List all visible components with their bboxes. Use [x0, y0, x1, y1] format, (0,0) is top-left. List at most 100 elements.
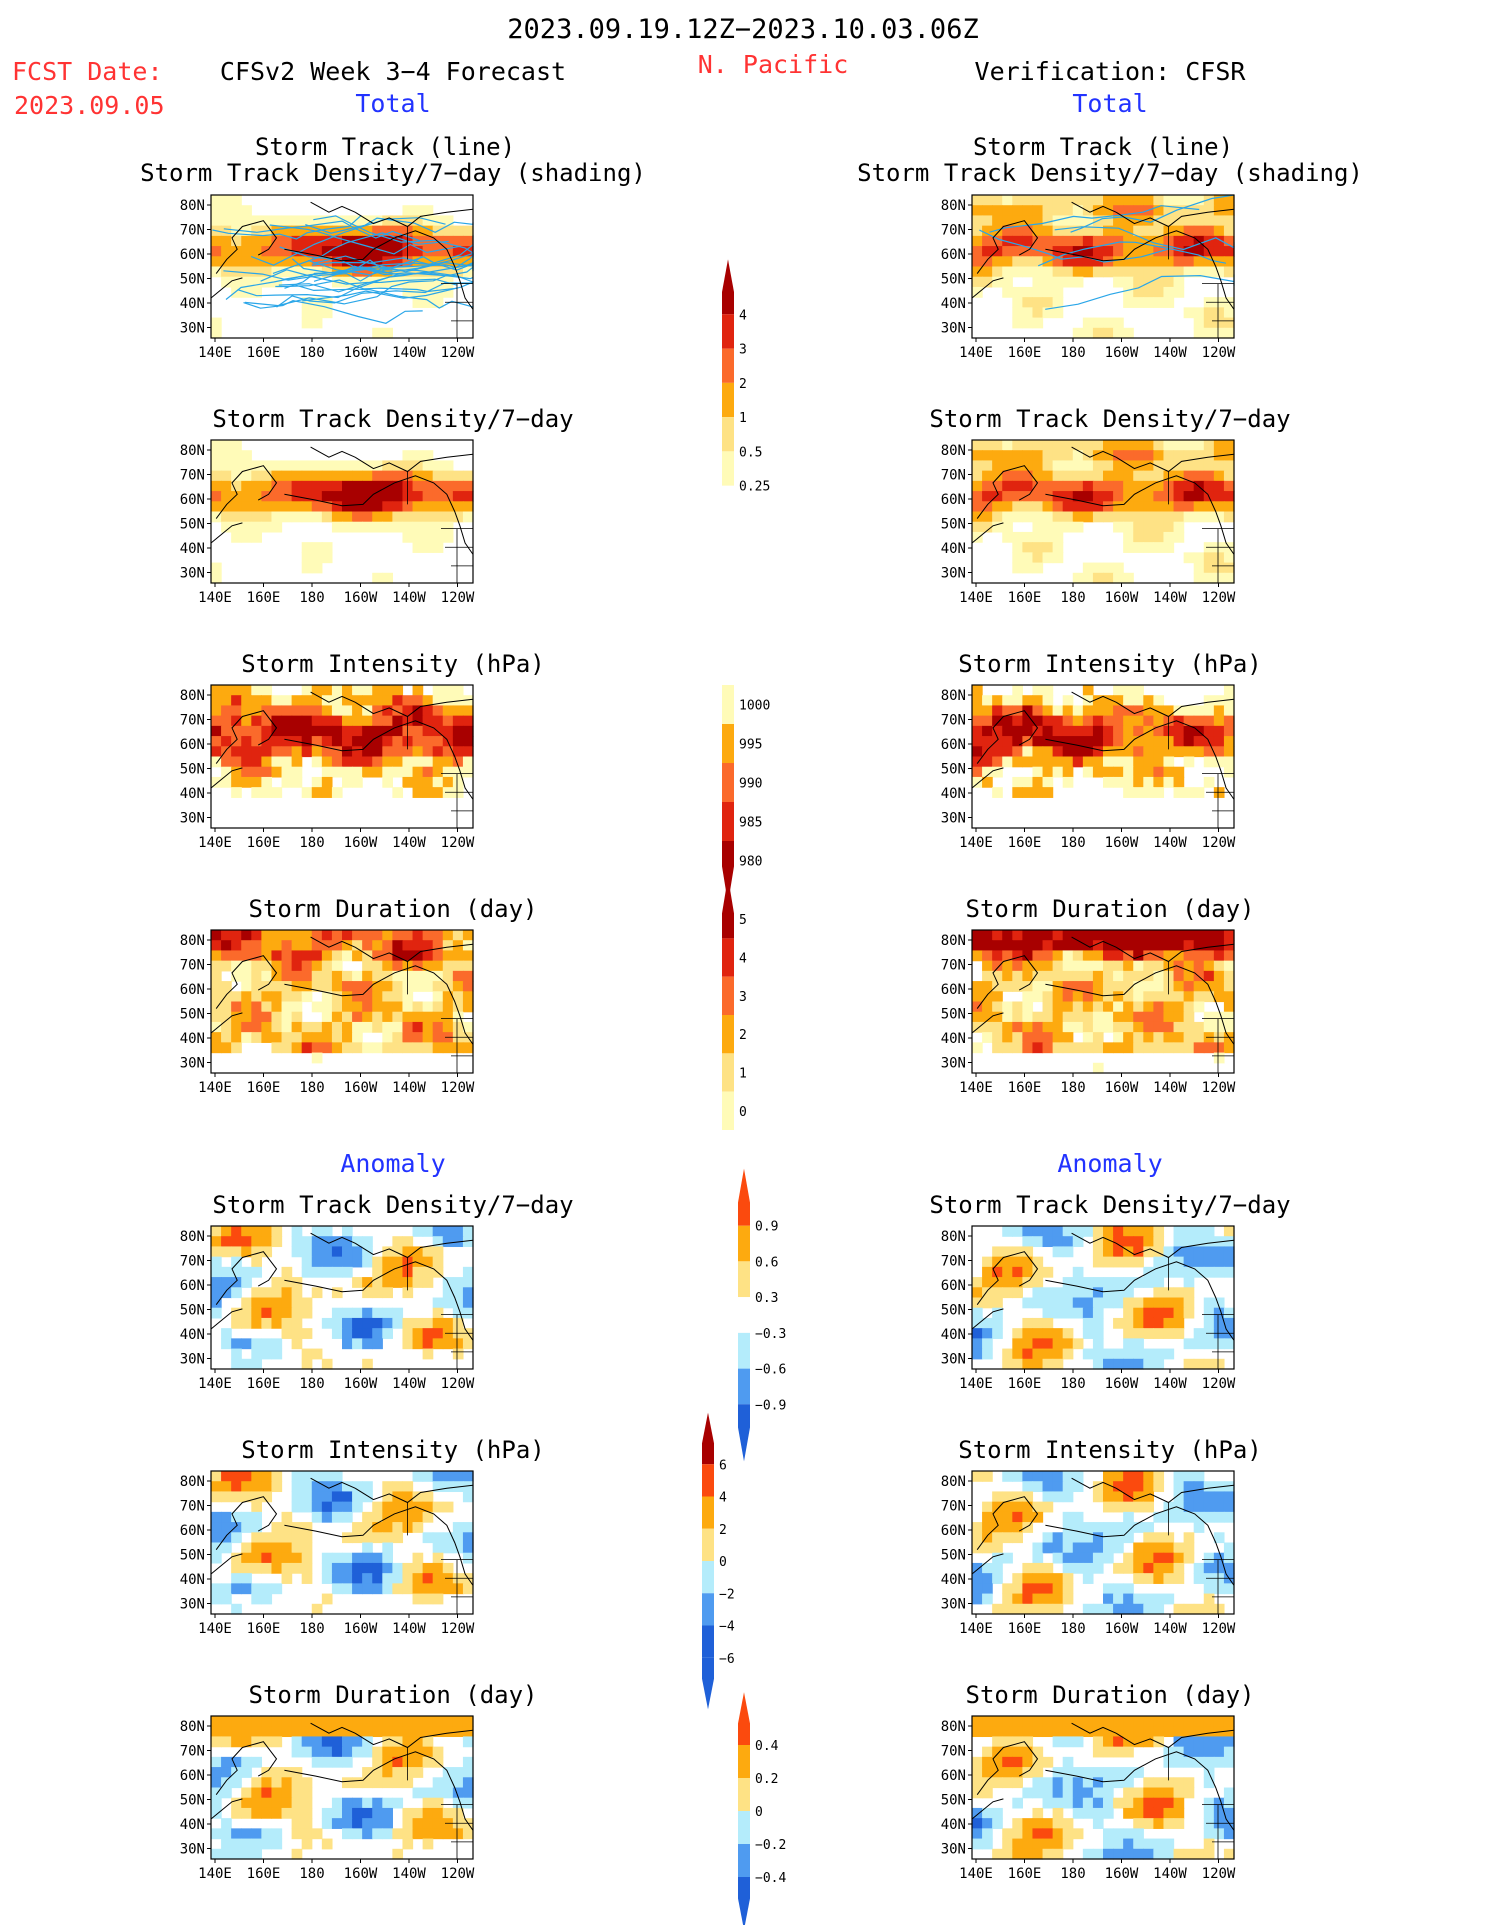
- vf-intensity-anom-title: Storm Intensity (hPa): [958, 1436, 1261, 1464]
- x-tick-label: 140W: [392, 1376, 426, 1392]
- y-tick-label: 30N: [941, 1352, 966, 1368]
- x-tick-label: 160E: [247, 590, 281, 606]
- y-tick-label: 50N: [941, 1007, 966, 1023]
- y-tick-label: 60N: [180, 737, 205, 753]
- y-tick-label: 60N: [180, 982, 205, 998]
- x-tick-label: 180: [299, 835, 324, 851]
- fc-intensity-map: 80N 70N 60N 50N 40N 30N 140E 160E 180 160W 140W 120…: [180, 684, 475, 851]
- y-tick-label: 70N: [941, 1254, 966, 1270]
- colorbar-label: 0: [739, 1105, 747, 1120]
- x-tick-label: 180: [1060, 1080, 1085, 1096]
- y-tick-label: 30N: [941, 566, 966, 582]
- y-tick-label: 30N: [180, 321, 205, 337]
- x-tick-label: 180: [1060, 1866, 1085, 1882]
- x-tick-label: 140E: [959, 1621, 993, 1637]
- x-tick-label: 140E: [959, 1080, 993, 1096]
- y-tick-label: 70N: [180, 713, 205, 729]
- x-tick-label: 120W: [1202, 1080, 1236, 1096]
- vf-duration-map: 80N 70N 60N 50N 40N 30N 140E 160E 180 160W 140W 120…: [941, 929, 1236, 1096]
- y-tick-label: 50N: [180, 1303, 205, 1319]
- y-tick-label: 40N: [180, 296, 205, 312]
- y-tick-label: 80N: [941, 1229, 966, 1245]
- x-tick-label: 180: [299, 1080, 324, 1096]
- y-tick-label: 30N: [941, 321, 966, 337]
- x-tick-label: 120W: [441, 590, 475, 606]
- x-tick-label: 140W: [1153, 1621, 1187, 1637]
- y-tick-label: 30N: [941, 1597, 966, 1613]
- fc-duranom-map: 80N 70N 60N 50N 40N 30N 140E 160E 180 160W 140W 120…: [180, 1715, 475, 1882]
- x-tick-label: 180: [1060, 835, 1085, 851]
- y-tick-label: 80N: [180, 198, 205, 214]
- colorbar-label: 0.5: [739, 445, 762, 460]
- y-tick-label: 60N: [941, 1523, 966, 1539]
- vf-intensity-title: Storm Intensity (hPa): [958, 650, 1261, 678]
- x-tick-label: 140E: [198, 1376, 232, 1392]
- verification-anomaly-label: Anomaly: [1057, 1149, 1162, 1178]
- x-tick-label: 140W: [1153, 1376, 1187, 1392]
- colorbar-intensity-anom: 6 4 2 0 −2 −4 −6: [702, 1412, 735, 1710]
- y-tick-label: 60N: [941, 247, 966, 263]
- x-tick-label: 160E: [1008, 590, 1042, 606]
- x-tick-label: 140W: [1153, 345, 1187, 361]
- y-tick-label: 50N: [941, 1303, 966, 1319]
- colorbar-label: −0.2: [755, 1838, 786, 1853]
- y-tick-label: 70N: [180, 223, 205, 239]
- colorbar-label: 1000: [739, 699, 770, 714]
- y-tick-label: 70N: [180, 468, 205, 484]
- x-tick-label: 180: [1060, 1621, 1085, 1637]
- fcst-date-value: 2023.09.05: [14, 91, 165, 120]
- x-tick-label: 140W: [1153, 1080, 1187, 1096]
- y-tick-label: 50N: [180, 272, 205, 288]
- x-tick-label: 160W: [344, 345, 378, 361]
- x-tick-label: 140E: [198, 1621, 232, 1637]
- y-tick-label: 50N: [180, 517, 205, 533]
- x-tick-label: 140E: [959, 835, 993, 851]
- colorbar-label: 4: [739, 308, 747, 323]
- colorbar-duration-anom: 0.4 0.2 0 −0.2 −0.4: [738, 1692, 786, 1929]
- colorbar-label: 0.25: [739, 480, 770, 495]
- fc-duration-anom-title: Storm Duration (day): [249, 1681, 538, 1709]
- x-tick-label: 120W: [1202, 590, 1236, 606]
- x-tick-label: 140W: [392, 345, 426, 361]
- y-tick-label: 40N: [941, 1817, 966, 1833]
- forecast-title: CFSv2 Week 3−4 Forecast: [220, 57, 566, 86]
- x-tick-label: 160E: [247, 835, 281, 851]
- colorbar-label: 1: [739, 1067, 747, 1082]
- y-tick-label: 70N: [180, 1744, 205, 1760]
- y-tick-label: 40N: [180, 1572, 205, 1588]
- y-tick-label: 60N: [180, 247, 205, 263]
- x-tick-label: 180: [299, 345, 324, 361]
- y-tick-label: 30N: [180, 1352, 205, 1368]
- x-tick-label: 140E: [959, 1866, 993, 1882]
- y-tick-label: 80N: [941, 1474, 966, 1490]
- colorbar-label: −0.6: [755, 1363, 786, 1378]
- colorbar-label: 0: [755, 1805, 763, 1820]
- y-tick-label: 40N: [941, 541, 966, 557]
- x-tick-label: 180: [299, 1621, 324, 1637]
- y-tick-label: 40N: [941, 296, 966, 312]
- y-tick-label: 80N: [941, 443, 966, 459]
- y-tick-label: 80N: [180, 1719, 205, 1735]
- x-tick-label: 120W: [441, 345, 475, 361]
- x-tick-label: 120W: [441, 1866, 475, 1882]
- colorbar-label: 4: [719, 1491, 727, 1506]
- colorbar-label: 5: [739, 913, 747, 928]
- x-tick-label: 140E: [198, 835, 232, 851]
- x-tick-label: 160E: [247, 1621, 281, 1637]
- fc-ianom-map: 80N 70N 60N 50N 40N 30N 140E 160E 180 160W 140W 120…: [180, 1470, 475, 1637]
- fc-danom-map: 80N 70N 60N 50N 40N 30N 140E 160E 180 160W 140W 120…: [180, 1225, 475, 1392]
- y-tick-label: 60N: [180, 1768, 205, 1784]
- x-tick-label: 140W: [392, 590, 426, 606]
- colorbar-label: 3: [739, 343, 747, 358]
- colorbar-label: 2: [719, 1523, 727, 1538]
- y-tick-label: 70N: [941, 1744, 966, 1760]
- y-tick-label: 40N: [941, 1031, 966, 1047]
- y-tick-label: 30N: [941, 1056, 966, 1072]
- y-tick-label: 70N: [180, 1499, 205, 1515]
- x-tick-label: 160W: [344, 590, 378, 606]
- fc-storm-track-title-2: Storm Track Density/7−day (shading): [140, 159, 646, 187]
- x-tick-label: 120W: [1202, 1376, 1236, 1392]
- y-tick-label: 40N: [180, 786, 205, 802]
- y-tick-label: 40N: [941, 786, 966, 802]
- vf-density-title: Storm Track Density/7−day: [929, 405, 1290, 433]
